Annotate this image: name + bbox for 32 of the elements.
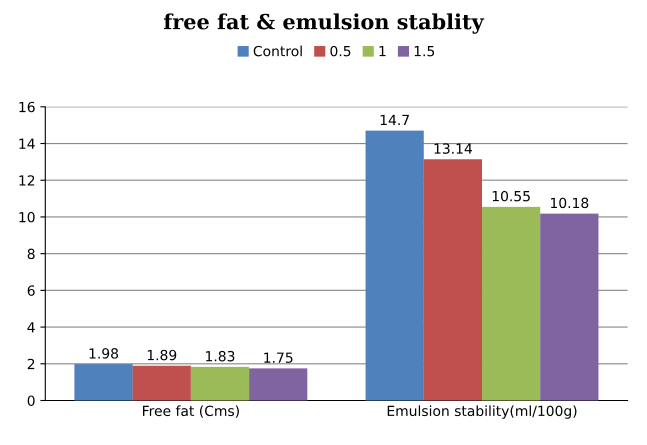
bar (74, 364, 133, 400)
bar (190, 366, 250, 400)
data-label: 1.98 (90, 348, 118, 359)
data-label: 13.14 (434, 143, 472, 154)
y-tick-label: 14 (19, 138, 35, 149)
legend-label: 1.5 (414, 46, 434, 56)
bar (249, 368, 308, 400)
bar (540, 214, 598, 400)
chart-title: free fat & emulsion stablity (164, 13, 484, 34)
bar (132, 366, 191, 400)
y-tick-label: 0 (28, 395, 35, 406)
y-tick-label: 12 (19, 175, 34, 186)
y-tick-label: 2 (28, 358, 34, 370)
y-tick-label: 4 (27, 322, 35, 332)
legend-label: Control (254, 46, 302, 56)
data-label: 1.83 (206, 350, 234, 362)
y-tick-label: 8 (28, 248, 35, 260)
bar (366, 130, 424, 400)
data-label: 1.89 (148, 350, 176, 360)
y-tick-label: 16 (19, 102, 35, 112)
legend-label: 1 (379, 46, 386, 56)
bar (424, 159, 482, 400)
data-label: 10.18 (551, 198, 588, 208)
x-tick-label: Emulsion stability(ml/100g) (388, 405, 576, 419)
legend-label: 0.5 (330, 46, 350, 56)
x-tick-label: Free fat (Cms) (143, 405, 239, 418)
y-tick-label: 6 (28, 285, 35, 296)
bar (482, 206, 540, 400)
y-tick-label: 10 (19, 212, 35, 222)
data-label: 10.55 (492, 190, 530, 202)
data-label: 1.75 (264, 352, 292, 363)
data-label: 14.7 (380, 114, 409, 125)
